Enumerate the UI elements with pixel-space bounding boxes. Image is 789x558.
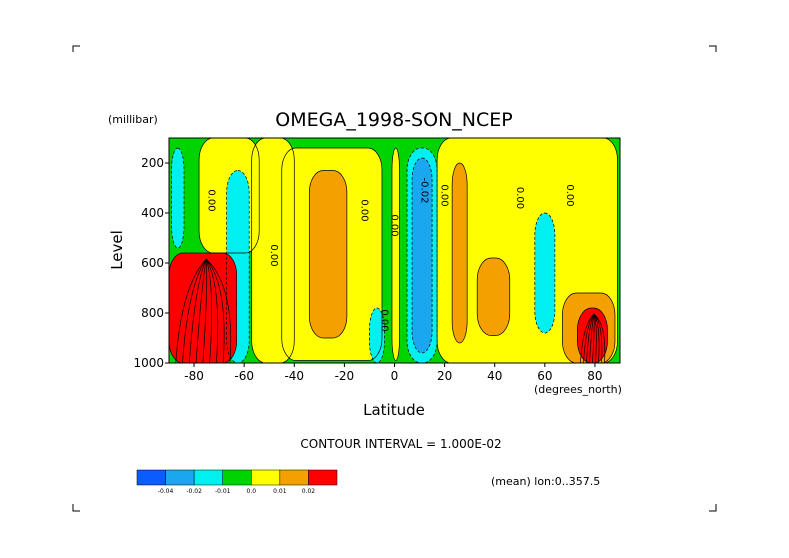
y-axis-ticks: 1000 800 600 400 200 [133,156,169,370]
contour-line-orange-nh-mid [476,257,511,336]
x-tick-label: -80 [184,369,204,383]
contour-line-blue-eq-column [411,157,433,354]
contour-label: 0.00 [439,184,450,206]
region-orange-nh-mid [477,258,510,336]
region-blue-eq-column [412,158,433,353]
colorbar-level-label: 0.0 [247,488,257,495]
contour-line-orange-nh-thin [451,162,468,344]
contour-line-red-lower-left [169,252,237,363]
contour-line-dense [205,258,225,363]
contour-line-dense [589,313,595,363]
x-axis-label: Latitude [363,401,425,419]
x-tick-label: -40 [284,369,304,383]
corner-marks [72,45,717,512]
contour-line-dense [202,258,208,363]
contour-label: -0.02 [419,178,430,204]
region-yellow-eq-thin [391,148,400,361]
contour-line-dense [182,258,207,363]
contour-line-dense [592,313,595,363]
contour-line-dense [205,258,219,363]
y-units-label: (millibar) [108,113,158,126]
x-tick-label: 60 [537,369,552,383]
contour-line-dense [593,313,603,363]
x-axis-ticks: -80 -60 -40 -20 0 20 40 60 80 [184,363,603,383]
colorbar-swatch [193,469,223,486]
colorbar-level-label: -0.04 [158,488,174,495]
contour-line-orange-mid [308,170,348,339]
region-orange-mid [309,170,347,338]
y-tick-label: 200 [141,156,164,170]
contour-line-cyan-nh-mid [534,212,556,334]
colorbar-swatch [308,469,338,486]
contour-label: 0.00 [268,244,279,266]
y-tick-label: 600 [141,256,164,270]
contour-labels: 0.00 0.00 0.00 0.00 0.00 -0.02 0.00 0.00 0.00 [206,178,575,332]
y-tick-label: 400 [141,206,164,220]
plot-area [169,138,620,363]
contour-line-yellow-left-band [251,138,295,363]
colorbar-swatch [222,469,252,486]
contour-line-dense [593,313,597,363]
contour-line-cyan-lower-mid [369,307,385,363]
contour-line-yellow-nh-broad [436,138,618,363]
x-tick-label: 20 [437,369,452,383]
x-units-label: (degrees_north) [534,383,622,396]
region-cyan-upper-far-left [171,148,185,248]
contour-label: 0.00 [206,189,217,211]
x-tick-label: -60 [234,369,254,383]
x-tick-label: -20 [335,369,355,383]
contour-label: 0.00 [378,309,389,331]
colorbar-swatch [165,469,195,486]
contour-label: 0.00 [564,184,575,206]
contour-line-dense [586,313,595,363]
region-cyan-lower-mid [369,308,385,363]
contour-line-dense [583,313,595,363]
contour-interval-text: CONTOUR INTERVAL = 1.000E-02 [300,437,501,451]
contour-regions [169,138,618,363]
region-cyan-nh-mid [534,213,555,333]
contour-label: 0.00 [514,187,525,209]
contour-line-cyan-upper-far-left [171,147,185,249]
contour-line-orange-nh-high [562,292,616,363]
colorbar-level-label: -0.02 [186,488,202,495]
colorbar: -0.04 -0.02 -0.01 0.0 0.01 0.02 [136,469,338,495]
contour-lines [169,138,618,363]
contour-line-dense [188,258,207,363]
contour-line-dense [205,258,212,363]
contour-line-dense [593,313,600,363]
colorbar-level-label: 0.02 [302,488,316,495]
contour-label: 0.00 [389,214,400,236]
x-tick-label: 0 [391,369,399,383]
y-tick-label: 1000 [133,356,164,370]
x-tick-label: 40 [487,369,502,383]
contour-line-dense [205,258,232,363]
colorbar-swatch [251,469,281,486]
colorbar-level-label: -0.01 [215,488,231,495]
y-axis-label: Level [108,230,126,270]
region-red-lower-left [169,253,237,363]
contour-line-cyan-left [226,170,250,363]
contour-line-dense [195,258,207,363]
x-tick-label: 80 [587,369,602,383]
contour-line-dense [175,258,207,363]
colorbar-swatch [136,469,166,486]
y-tick-label: 800 [141,306,164,320]
contour-line-yellow-eq-thin [391,147,400,361]
contour-line-yellow-upper-left [198,138,260,254]
contour-line-red-nh-high [577,307,608,363]
contour-line-yellow-mid-broad [281,147,383,361]
colorbar-level-label: 0.01 [273,488,287,495]
mean-note: (mean) lon:0..357.5 [491,475,600,488]
region-orange-nh-thin [452,163,468,343]
colorbar-swatch [279,469,309,486]
contour-label: 0.00 [358,199,369,221]
chart-title: OMEGA_1998-SON_NCEP [275,109,512,131]
contour-line-dense [593,313,606,363]
